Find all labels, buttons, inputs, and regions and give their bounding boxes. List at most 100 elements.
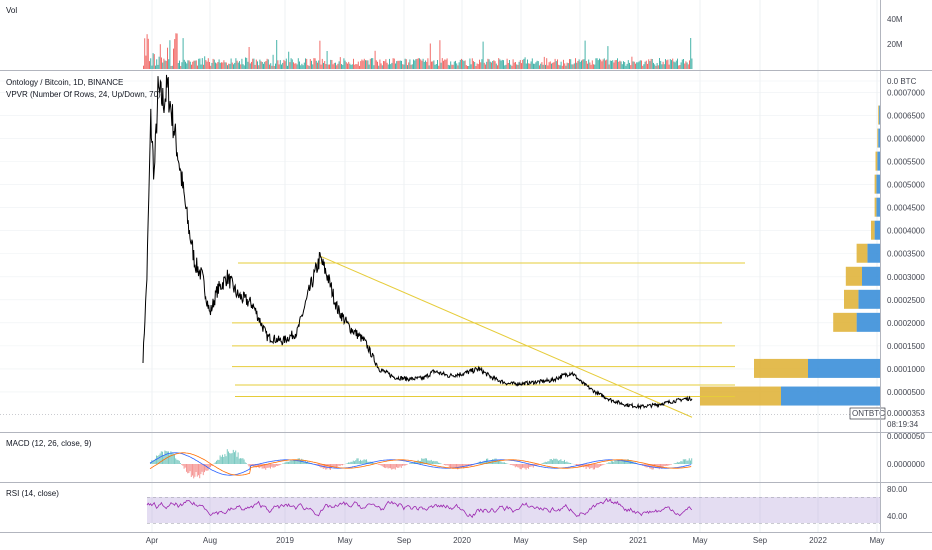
volume-bar xyxy=(630,65,632,69)
volume-bar xyxy=(297,58,299,69)
macd-hist-bar xyxy=(343,464,345,465)
volume-bar xyxy=(651,59,653,69)
macd-hist-bar xyxy=(178,460,180,464)
macd-hist-bar xyxy=(680,461,682,464)
volume-bar xyxy=(655,65,657,69)
volume-bar xyxy=(337,63,339,69)
volume-bar xyxy=(203,64,204,69)
macd-hist-bar xyxy=(228,451,229,464)
macd-hist-bar xyxy=(504,462,505,464)
vpvr-up-bar xyxy=(862,266,880,286)
price-tick: 0.0006000 xyxy=(887,135,925,144)
macd-hist-bar xyxy=(217,459,219,464)
macd-hist-bar xyxy=(255,464,257,468)
volume-bar xyxy=(662,61,664,69)
volume-bar xyxy=(665,59,666,69)
macd-hist-bar xyxy=(248,464,250,467)
macd-hist-bar xyxy=(547,461,549,464)
macd-hist-bar xyxy=(669,464,671,465)
vpvr-up-bar xyxy=(877,151,880,171)
volume-bar xyxy=(691,58,693,69)
vpvr-histogram xyxy=(700,105,880,406)
volume-bar xyxy=(407,65,408,69)
volume-bar xyxy=(386,62,388,69)
macd-hist-bar xyxy=(460,464,462,469)
macd-hist-bar xyxy=(291,460,293,464)
macd-hist-bar xyxy=(624,459,625,464)
macd-hist-bar xyxy=(597,464,599,468)
volume-bar xyxy=(350,64,352,69)
volume-bar xyxy=(500,60,502,69)
macd-hist-bar xyxy=(585,464,587,469)
macd-hist-bar xyxy=(219,455,221,464)
macd-hist-bar xyxy=(246,463,247,464)
macd-hist-bar xyxy=(265,464,267,470)
volume-bar xyxy=(217,62,219,69)
macd-hist-bar xyxy=(238,458,240,464)
volume-bar xyxy=(588,59,590,69)
price-tick: 0.0004500 xyxy=(887,204,925,213)
macd-hist-bar xyxy=(394,464,396,470)
macd-hist-bar xyxy=(687,460,689,464)
volume-bar xyxy=(564,63,566,69)
volume-bar xyxy=(169,40,171,69)
macd-hist-bar xyxy=(684,459,685,464)
vpvr-down-bar xyxy=(874,174,877,194)
volume-bar xyxy=(464,60,466,69)
volume-bar xyxy=(491,62,492,69)
volume-bar xyxy=(471,58,473,69)
macd-hist-bar xyxy=(363,459,365,464)
volume-bar xyxy=(320,64,322,69)
volume-bar xyxy=(621,64,623,69)
volume-bar xyxy=(581,60,582,69)
volume-bar xyxy=(685,61,687,69)
volume-bar xyxy=(257,61,258,69)
volume-bar xyxy=(451,64,453,69)
macd-hist-bar xyxy=(427,460,429,464)
macd-hist-bar xyxy=(607,463,609,464)
time-tick: 2019 xyxy=(276,536,294,545)
volume-bar xyxy=(239,61,240,69)
volume-bar xyxy=(606,59,608,69)
volume-bar xyxy=(593,64,594,69)
macd-hist-bar xyxy=(386,464,388,468)
macd-hist-bar xyxy=(622,459,624,464)
macd-hist-bar xyxy=(576,464,577,466)
macd-hist-bar xyxy=(261,464,263,469)
trendline[interactable] xyxy=(319,255,693,418)
volume-bar xyxy=(192,61,194,69)
macd-hist-bar xyxy=(277,464,279,466)
volume-bar xyxy=(414,60,416,69)
volume-bar xyxy=(441,58,443,69)
volume-bar xyxy=(663,64,665,69)
volume-bar xyxy=(558,64,560,69)
macd-hist-bar xyxy=(171,452,173,464)
vpvr-up-bar xyxy=(876,174,880,194)
rsi-tick-40: 40.00 xyxy=(887,512,908,521)
macd-line xyxy=(149,452,692,476)
macd-hist-bar xyxy=(286,461,288,464)
macd-hist-bar xyxy=(400,464,402,468)
macd-hist-bar xyxy=(526,464,528,468)
volume-bar xyxy=(678,65,680,69)
volume-bar xyxy=(159,44,161,69)
volume-bar xyxy=(557,59,558,69)
macd-hist-bar xyxy=(603,464,605,465)
volume-bar xyxy=(470,64,472,69)
volume-bar xyxy=(437,60,438,69)
macd-hist-bar xyxy=(679,462,681,464)
volume-bar xyxy=(183,59,185,69)
volume-bar xyxy=(303,62,305,69)
volume-bar xyxy=(458,62,460,69)
volume-bar xyxy=(486,61,488,69)
volume-bar xyxy=(273,66,275,69)
macd-hist-bar xyxy=(346,463,348,464)
symbol-tag: ONTBTC xyxy=(852,409,885,418)
volume-bar xyxy=(546,58,548,69)
volume-bar xyxy=(577,61,579,69)
volume-bar xyxy=(194,60,196,69)
macd-hist-bar xyxy=(406,464,408,465)
vpvr-down-bar xyxy=(845,266,862,286)
macd-hist-bar xyxy=(590,464,592,469)
